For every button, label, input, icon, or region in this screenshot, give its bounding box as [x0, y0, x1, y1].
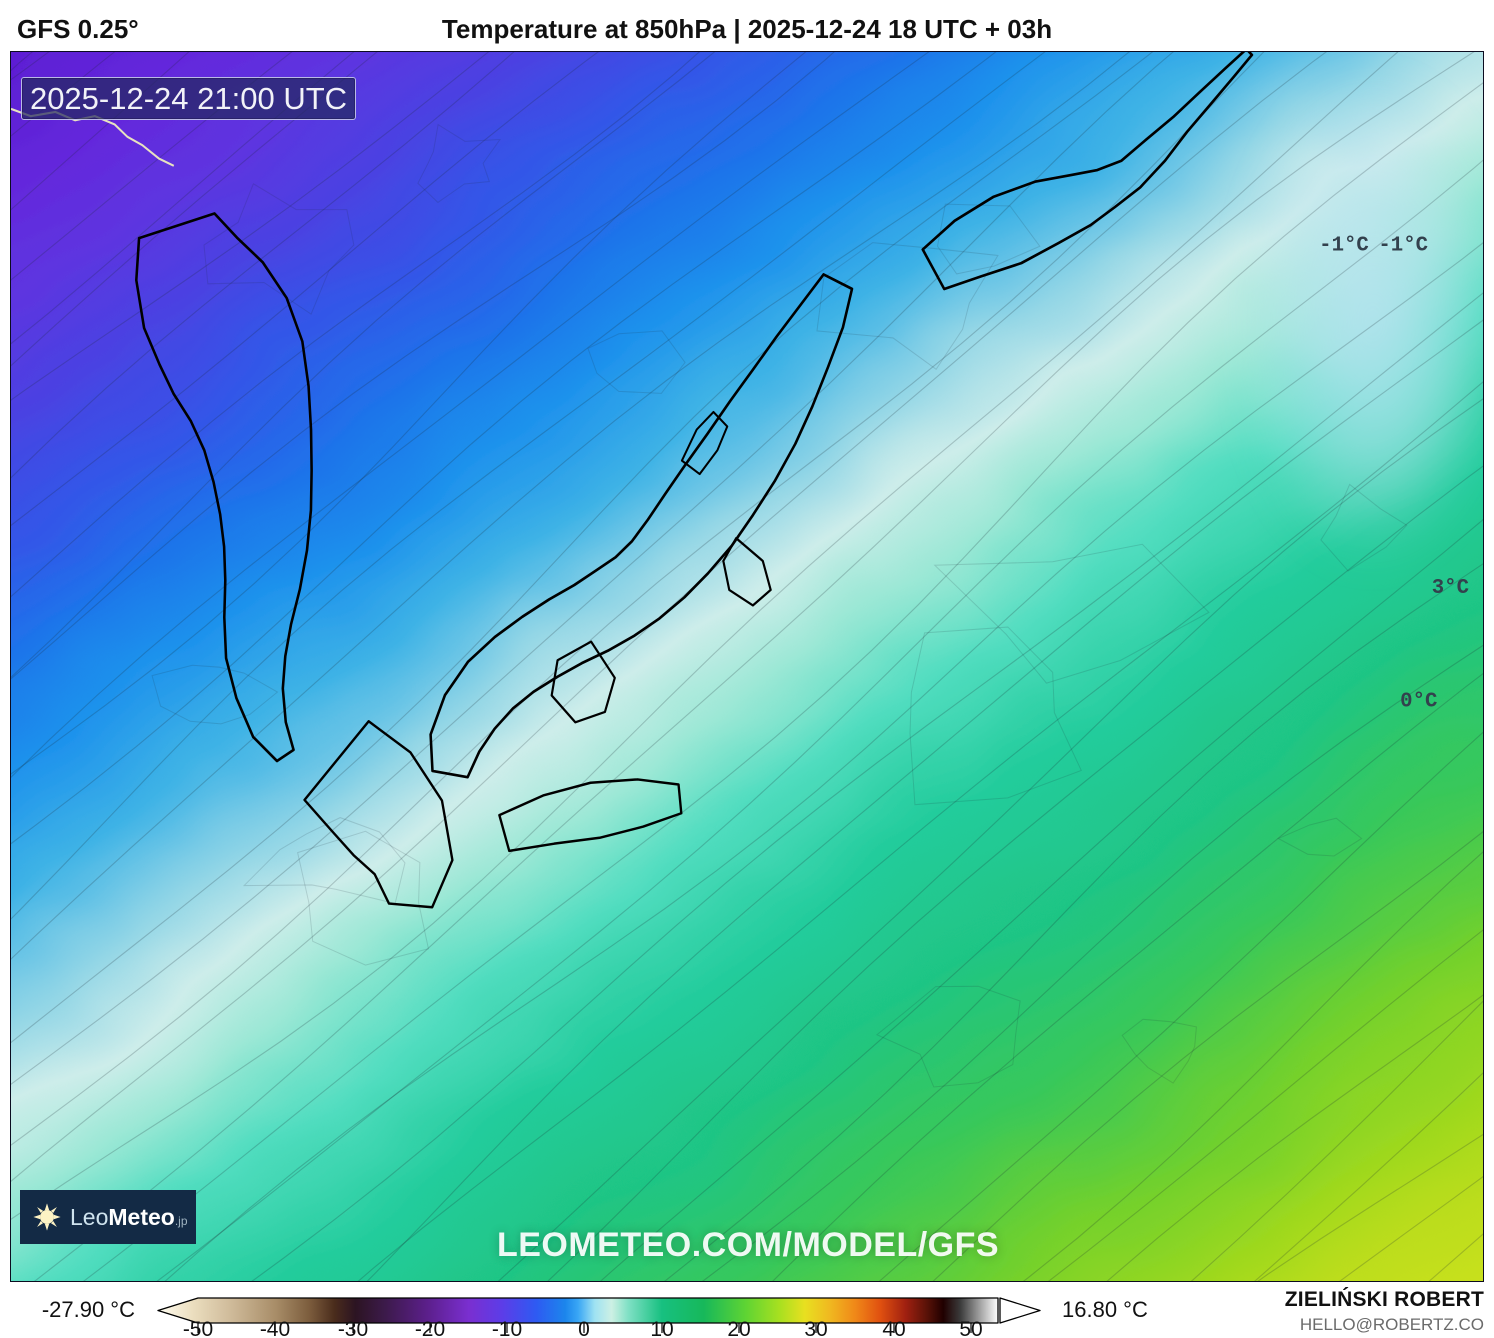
- svg-text:-50: -50: [183, 1318, 213, 1338]
- svg-text:-1°C: -1°C: [1319, 233, 1369, 258]
- svg-text:50: 50: [959, 1318, 982, 1338]
- svg-text:0: 0: [578, 1318, 590, 1338]
- svg-text:10: 10: [650, 1318, 673, 1338]
- svg-text:-30: -30: [338, 1318, 368, 1338]
- svg-text:-40: -40: [260, 1318, 290, 1338]
- svg-text:30: 30: [804, 1318, 827, 1338]
- svg-text:40: 40: [882, 1318, 905, 1338]
- svg-text:-20: -20: [415, 1318, 445, 1338]
- svg-text:-27.90 °C: -27.90 °C: [42, 1297, 135, 1322]
- svg-text:0°C: 0°C: [1400, 689, 1438, 714]
- svg-text:-10: -10: [492, 1318, 522, 1338]
- svg-text:-1°C: -1°C: [1378, 233, 1428, 258]
- svg-text:3°C: 3°C: [1432, 576, 1470, 601]
- svg-text:20: 20: [727, 1318, 750, 1338]
